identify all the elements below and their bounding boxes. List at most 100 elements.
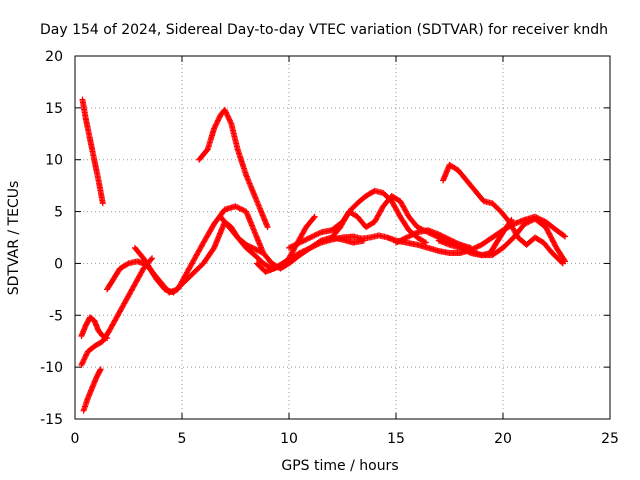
data-point (560, 232, 567, 239)
data-point (403, 234, 410, 241)
data-point (215, 116, 222, 123)
data-point (395, 238, 402, 245)
data-point (288, 243, 295, 250)
y-tick-label: 10 (45, 153, 63, 169)
data-point (78, 362, 85, 369)
y-tick-label: -10 (40, 360, 63, 376)
data-point (310, 243, 317, 250)
data-point (286, 244, 292, 251)
data-point (226, 116, 233, 123)
data-point (525, 219, 532, 226)
series-track-5 (104, 218, 267, 296)
grid (75, 56, 610, 419)
data-point (409, 231, 416, 238)
data-point (225, 115, 232, 122)
chart-title: Day 154 of 2024, Sidereal Day-to-day VTE… (40, 22, 608, 38)
data-point (212, 122, 219, 129)
data-point (308, 233, 315, 240)
data-point (291, 242, 298, 249)
data-point (298, 239, 305, 246)
data-point (97, 366, 104, 373)
data-point (80, 358, 87, 365)
data-point (82, 353, 89, 360)
data-point (227, 119, 234, 126)
data-point (253, 246, 260, 253)
data-point (287, 244, 294, 251)
data-point (264, 224, 271, 231)
data-point (526, 218, 533, 225)
data-point (240, 207, 247, 214)
data-point (461, 246, 468, 253)
data-point (222, 108, 229, 115)
data-point (299, 248, 306, 255)
data-point (442, 234, 449, 241)
data-point (507, 218, 514, 224)
series-track-8 (217, 213, 318, 272)
data-point (306, 235, 313, 242)
data-point (292, 241, 299, 248)
x-tick-label: 20 (494, 431, 512, 447)
data-point (311, 242, 318, 249)
x-tick-label: 10 (280, 431, 298, 447)
series-track-14 (435, 216, 515, 259)
data-point (394, 239, 401, 246)
data-point (311, 232, 318, 239)
data-points (78, 96, 569, 414)
data-point (79, 359, 86, 366)
data-point (300, 248, 307, 255)
x-axis-label: GPS time / hours (281, 458, 398, 474)
data-point (223, 109, 230, 116)
data-point (445, 235, 452, 242)
series-track-2 (80, 366, 104, 414)
data-point (216, 114, 223, 121)
data-point (446, 236, 453, 243)
data-point (80, 356, 87, 363)
data-point (401, 235, 408, 242)
y-tick-label: -15 (40, 412, 63, 428)
data-point (290, 242, 297, 249)
data-point (441, 233, 448, 240)
y-tick-label: -5 (49, 308, 63, 324)
data-point (316, 240, 323, 247)
data-point (414, 224, 421, 231)
data-point (421, 238, 428, 245)
data-point (223, 110, 230, 117)
data-point (214, 118, 221, 125)
data-point (83, 351, 90, 358)
data-point (300, 237, 307, 244)
data-point (406, 233, 413, 240)
data-point (475, 243, 482, 250)
x-tick-label: 25 (601, 431, 619, 447)
data-point (435, 231, 442, 238)
data-point (81, 355, 88, 362)
data-point (312, 242, 319, 249)
data-point (304, 235, 311, 242)
data-point (413, 229, 420, 236)
plot-frame (74, 55, 611, 420)
data-point (97, 367, 104, 374)
ticks: 0 5 10 15 20 25 -15 -10 -5 0 5 10 15 20 (40, 49, 619, 447)
data-point (211, 124, 218, 131)
data-point (524, 219, 531, 226)
data-point (304, 246, 311, 253)
data-point (307, 234, 314, 241)
data-point (405, 233, 412, 240)
data-point (214, 117, 221, 124)
data-point (236, 205, 243, 212)
data-point (224, 112, 231, 119)
data-point (211, 125, 218, 132)
data-point (398, 237, 405, 244)
data-point (314, 231, 321, 238)
data-point (315, 230, 322, 237)
data-point (233, 204, 240, 211)
data-point (148, 256, 155, 263)
data-point (310, 214, 317, 221)
data-point (437, 232, 444, 239)
series-track-10 (286, 187, 429, 251)
data-point (295, 240, 302, 247)
data-point (402, 235, 409, 242)
y-tick-label: 15 (45, 101, 63, 117)
data-point (315, 240, 322, 247)
data-point (124, 261, 131, 268)
data-point (82, 352, 89, 359)
